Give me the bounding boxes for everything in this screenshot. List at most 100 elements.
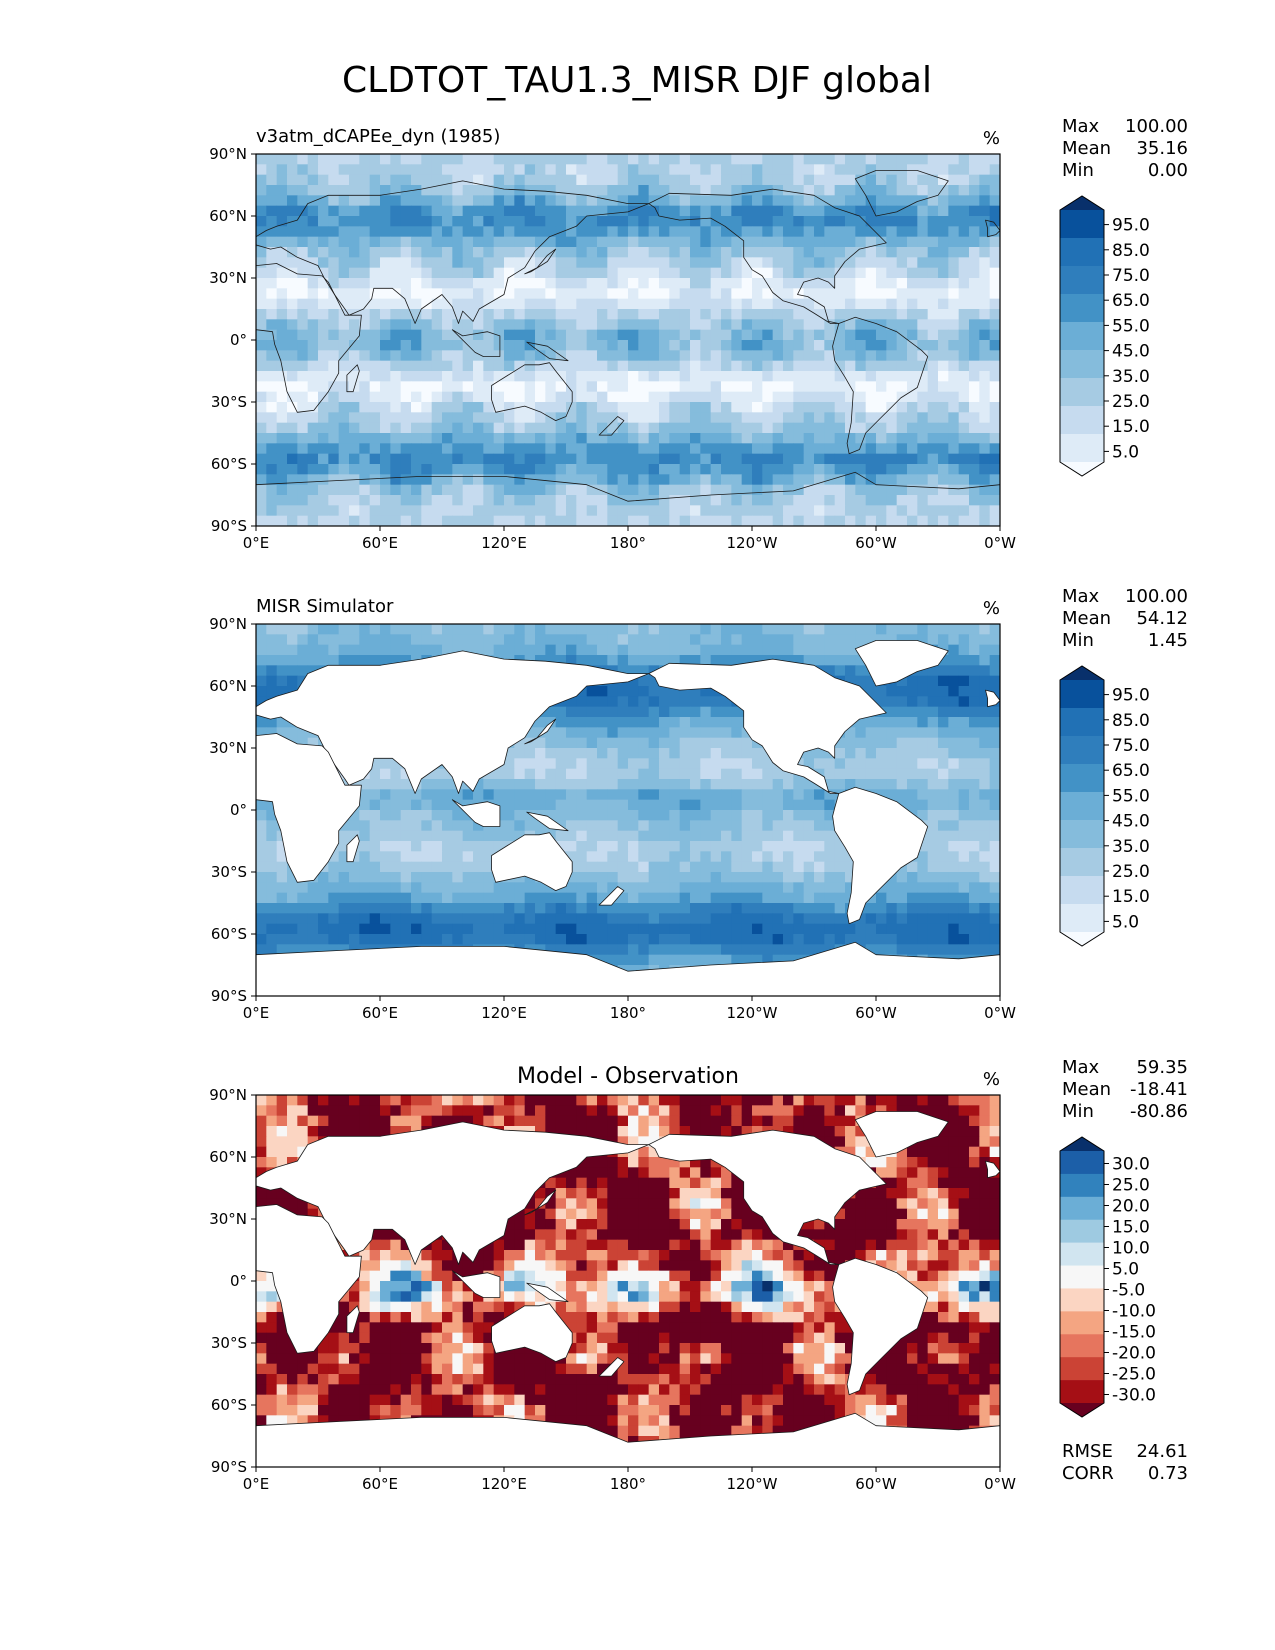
unit-label: % [983, 598, 1000, 619]
x-tick-label: 60°E [362, 1475, 398, 1493]
land-uk [985, 689, 1000, 708]
colorbar-segment [1060, 1219, 1104, 1243]
colorbar-segment [1060, 434, 1104, 463]
colorbar-segment [1060, 820, 1104, 849]
land-north-america [648, 658, 887, 794]
colorbar-tick-label: 25.0 [1112, 862, 1150, 882]
colorbar-tick-label: 65.0 [1112, 291, 1150, 311]
coastlines [256, 170, 1000, 526]
colorbar-segment [1060, 1242, 1104, 1266]
y-tick-label: 90°N [209, 145, 247, 163]
y-tick-label: 30°S [211, 393, 247, 411]
land-north-america [648, 1129, 887, 1265]
colorbar-segment [1060, 1380, 1104, 1404]
land-new-zealand [598, 416, 625, 436]
x-tick-label: 60°E [362, 1004, 398, 1022]
panel-3: Model - Observation % 0°E 60°E 120°E 180° 120°… [209, 1057, 1188, 1493]
colorbar-segment [1060, 350, 1104, 379]
colorbar-tick-label: -15.0 [1112, 1323, 1156, 1343]
land-japan [524, 248, 557, 275]
stat-label-mean: Mean [1062, 608, 1111, 629]
colorbar-segment [1060, 736, 1104, 765]
stat-label-max: Max [1062, 586, 1100, 607]
x-tick-label: 180° [610, 1475, 646, 1493]
colorbar-segment [1060, 266, 1104, 295]
land-south-america [832, 786, 929, 925]
land-uk [985, 219, 1000, 238]
y-tick-label: 60°S [211, 455, 247, 473]
colorbar-segment [1060, 904, 1104, 933]
land-africa [256, 263, 362, 413]
x-tick-label: 120°E [481, 534, 527, 552]
panel-2: MISR Simulator % 0°E 60°E 120°E 180° 120°W 60°W… [209, 586, 1188, 1022]
panel-title: v3atm_dCAPEe_dyn (1985) [256, 126, 500, 147]
colorbar-tick-label: 15.0 [1112, 417, 1150, 437]
colorbar-tick-label: 5.0 [1112, 912, 1139, 932]
colorbar-segment [1060, 764, 1104, 793]
unit-label: % [983, 1069, 1000, 1090]
y-tick-label: 0° [230, 801, 247, 819]
land-antarctica [256, 471, 1000, 526]
colorbar-tick-label: 75.0 [1112, 736, 1150, 756]
stat-value-mean: 35.16 [1136, 138, 1188, 159]
colorbar-tick-label: 85.0 [1112, 711, 1150, 731]
colorbar-extend-min [1060, 1403, 1104, 1417]
colorbar-extend-max [1060, 1137, 1104, 1151]
land-uk [985, 1160, 1000, 1179]
y-tick-label: 90°S [211, 517, 247, 535]
figure-title: CLDTOT_TAU1.3_MISR DJF global [342, 60, 932, 101]
colorbar-segment [1060, 1151, 1104, 1175]
colorbar-segment [1060, 406, 1104, 435]
x-tick-label: 120°E [481, 1475, 527, 1493]
y-tick-label: 30°N [209, 1210, 247, 1228]
colorbar-tick-label: 5.0 [1112, 1260, 1139, 1280]
stat-label-max: Max [1062, 116, 1100, 137]
colorbar: 95.0 85.0 75.0 65.0 55.0 45.0 35.0 25.0 15.0 5.0 [1059, 665, 1150, 947]
land-south-america [832, 316, 929, 455]
y-tick-label: 60°N [209, 207, 247, 225]
y-tick-label: 90°S [211, 1458, 247, 1476]
colorbar-segment [1060, 294, 1104, 323]
colorbar-tick-label: 75.0 [1112, 266, 1150, 286]
y-tick-label: 60°S [211, 925, 247, 943]
colorbar-extend-max [1060, 196, 1104, 210]
stat-label-rmse: RMSE [1062, 1441, 1113, 1462]
colorbar-tick-label: 5.0 [1112, 442, 1139, 462]
y-tick-label: 30°N [209, 739, 247, 757]
y-tick-label: 90°N [209, 1086, 247, 1104]
land-antarctica [256, 941, 1000, 996]
panel-title: MISR Simulator [256, 596, 394, 617]
colorbar-tick-label: 45.0 [1112, 342, 1150, 362]
stat-label-mean: Mean [1062, 138, 1111, 159]
stat-value-min: 1.45 [1148, 630, 1188, 651]
colorbar-segment [1060, 210, 1104, 239]
colorbar-tick-label: 55.0 [1112, 316, 1150, 336]
colorbar-tick-label: -10.0 [1112, 1302, 1156, 1322]
y-tick-label: 60°N [209, 1148, 247, 1166]
land-south-america [832, 1257, 929, 1396]
colorbar-tick-label: 35.0 [1112, 837, 1150, 857]
colorbar-tick-label: -20.0 [1112, 1344, 1156, 1364]
stat-label-min: Min [1062, 630, 1094, 651]
x-tick-label: 60°E [362, 534, 398, 552]
x-tick-label: 120°W [727, 1004, 778, 1022]
colorbar-tick-label: -30.0 [1112, 1386, 1156, 1406]
colorbar-tick-label: 35.0 [1112, 367, 1150, 387]
x-tick-label: 120°W [727, 1475, 778, 1493]
x-tick-label: 0°E [243, 1004, 270, 1022]
colorbar: 95.0 85.0 75.0 65.0 55.0 45.0 35.0 25.0 15.0 5.0 [1059, 195, 1150, 477]
land-australia [491, 362, 573, 421]
colorbar-tick-label: 30.0 [1112, 1155, 1150, 1175]
stat-value-corr: 0.73 [1148, 1463, 1188, 1484]
colorbar-tick-label: 95.0 [1112, 216, 1150, 236]
stat-value-rmse: 24.61 [1136, 1441, 1188, 1462]
colorbar-tick-label: -25.0 [1112, 1365, 1156, 1385]
x-tick-label: 120°E [481, 1004, 527, 1022]
coastlines [256, 1111, 1000, 1467]
colorbar-tick-label: 65.0 [1112, 761, 1150, 781]
colorbar-tick-label: 15.0 [1112, 1218, 1150, 1238]
colorbar-segment [1060, 876, 1104, 905]
colorbar-tick-label: 25.0 [1112, 1176, 1150, 1196]
colorbar-segment [1060, 1196, 1104, 1221]
